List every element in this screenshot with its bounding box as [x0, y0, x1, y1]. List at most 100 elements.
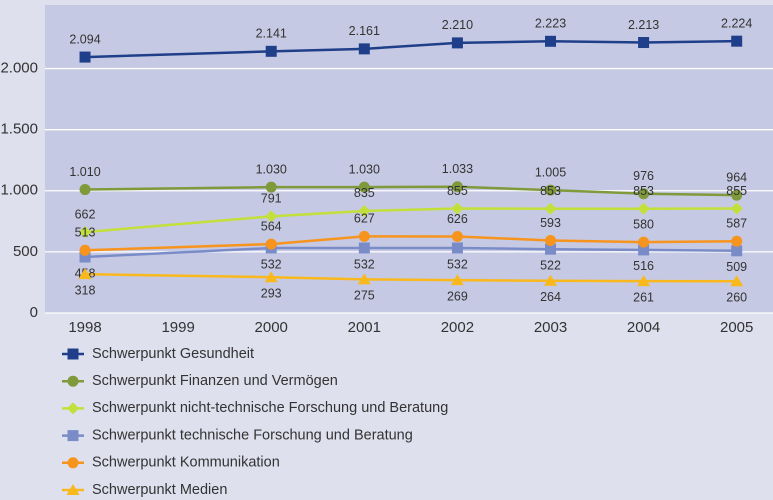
marker — [451, 181, 463, 193]
legend-label: Schwerpunkt Finanzen und Vermögen — [92, 373, 338, 389]
data-label: 855 — [726, 184, 747, 198]
data-label: 2.224 — [721, 16, 752, 30]
data-label: 853 — [633, 184, 654, 198]
data-label: 976 — [633, 169, 654, 183]
data-label: 855 — [447, 184, 468, 198]
data-label: 532 — [261, 257, 282, 271]
data-label: 1.030 — [349, 162, 380, 176]
marker — [358, 204, 371, 217]
x-tick-label: 1999 — [161, 319, 194, 336]
data-label: 260 — [726, 291, 747, 305]
y-tick-label: 500 — [13, 243, 38, 260]
x-tick-label: 1998 — [68, 319, 101, 336]
marker — [545, 35, 557, 47]
x-tick-label: 2001 — [348, 319, 381, 336]
marker — [730, 275, 744, 287]
marker — [451, 230, 463, 242]
marker — [451, 202, 464, 215]
data-label: 509 — [726, 260, 747, 274]
data-label: 2.210 — [442, 18, 473, 32]
plot-area — [45, 5, 773, 313]
data-label: 593 — [540, 216, 561, 230]
data-label: 1.030 — [256, 162, 287, 176]
marker — [265, 210, 278, 223]
marker — [358, 242, 370, 254]
legend-label: Schwerpunkt technische Forschung und Ber… — [92, 427, 413, 443]
marker — [79, 51, 91, 63]
marker — [67, 375, 79, 387]
marker — [544, 202, 557, 215]
x-tick-label: 2005 — [720, 319, 753, 336]
legend-label: Schwerpunkt nicht-technische Forschung u… — [92, 400, 448, 416]
data-label: 964 — [726, 170, 747, 184]
data-label: 564 — [261, 219, 282, 233]
data-label: 2.094 — [69, 32, 100, 46]
data-label: 269 — [447, 289, 468, 303]
data-label: 532 — [354, 257, 375, 271]
legend-label: Schwerpunkt Kommunikation — [92, 455, 280, 471]
legend-label: Schwerpunkt Medien — [92, 482, 227, 498]
marker — [79, 184, 91, 196]
marker — [67, 457, 79, 469]
marker — [637, 275, 651, 287]
data-label: 626 — [447, 212, 468, 226]
data-label: 513 — [75, 226, 96, 240]
marker — [78, 268, 92, 280]
x-tick-label: 2002 — [441, 319, 474, 336]
y-tick-label: 2.000 — [0, 60, 38, 77]
marker — [545, 243, 557, 255]
marker — [66, 484, 80, 495]
marker — [638, 37, 650, 49]
data-label: 264 — [540, 290, 561, 304]
data-label: 587 — [726, 217, 747, 231]
x-tick-label: 2000 — [255, 319, 288, 336]
marker — [265, 45, 277, 57]
legend-label: Schwerpunkt Gesundheit — [92, 346, 254, 362]
marker — [544, 274, 558, 286]
marker — [451, 37, 463, 49]
data-label: 662 — [75, 207, 96, 221]
marker — [638, 236, 650, 248]
marker — [67, 402, 79, 415]
data-label: 522 — [540, 258, 561, 272]
marker — [358, 43, 370, 55]
data-label: 318 — [75, 283, 96, 297]
data-label: 275 — [354, 289, 375, 303]
marker — [638, 188, 650, 200]
data-label: 2.213 — [628, 18, 659, 32]
data-label: 853 — [540, 184, 561, 198]
marker — [265, 238, 277, 250]
marker — [79, 244, 91, 256]
marker — [731, 245, 743, 257]
marker — [731, 235, 743, 247]
data-label: 627 — [354, 212, 375, 226]
data-label: 261 — [633, 290, 654, 304]
marker — [545, 235, 557, 247]
marker — [67, 348, 79, 360]
data-label: 2.223 — [535, 17, 566, 31]
marker — [357, 273, 371, 285]
y-tick-label: 1.000 — [0, 182, 38, 199]
marker — [79, 226, 92, 239]
marker — [67, 430, 79, 442]
data-label: 1.010 — [69, 165, 100, 179]
marker — [637, 202, 650, 215]
marker — [731, 35, 743, 47]
data-label: 532 — [447, 257, 468, 271]
data-label: 791 — [261, 192, 282, 206]
legend-item: Schwerpunkt Medien — [62, 482, 227, 498]
marker — [731, 189, 743, 201]
data-label: 2.141 — [256, 27, 287, 41]
data-label: 2.161 — [349, 24, 380, 38]
legend-item: Schwerpunkt technische Forschung und Ber… — [62, 427, 413, 443]
legend-item: Schwerpunkt Finanzen und Vermögen — [62, 373, 338, 389]
y-tick-label: 1.500 — [0, 121, 38, 138]
marker — [450, 274, 464, 286]
marker — [358, 181, 370, 193]
marker — [545, 184, 557, 196]
data-label: 1.033 — [442, 162, 473, 176]
marker — [79, 251, 91, 263]
x-tick-label: 2004 — [627, 319, 660, 336]
